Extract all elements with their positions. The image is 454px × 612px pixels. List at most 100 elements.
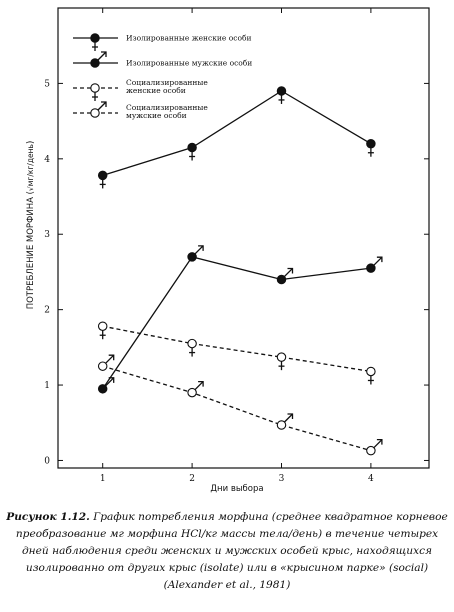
- data-point-series-3: [97, 321, 108, 331]
- male-symbol: [194, 380, 204, 391]
- series-points: [97, 86, 383, 456]
- male-symbol: [373, 439, 383, 449]
- legend-label: женские особи: [126, 86, 186, 95]
- male-symbol-shaft: [105, 354, 115, 364]
- legend-label: Социализированные: [126, 78, 208, 87]
- x-axis-title: Дни выбора: [210, 484, 263, 494]
- male-symbol: [284, 267, 294, 277]
- male-symbol-shaft: [105, 377, 115, 387]
- male-symbol: [373, 256, 383, 266]
- data-point-series-4: [276, 420, 287, 430]
- caption-text: График потребления морфина (среднее квад…: [15, 511, 448, 591]
- y-tick-label: 2: [44, 306, 50, 316]
- legend-marker: [90, 108, 100, 118]
- figure-caption: Рисунок 1.12. График потребления морфина…: [6, 509, 448, 594]
- male-symbol-head: [287, 413, 294, 420]
- male-symbol-shaft: [284, 413, 293, 423]
- data-point-series-3: [366, 366, 376, 377]
- y-axis-title-unit: √мг/кг/день: [26, 144, 35, 191]
- male-symbol-head: [376, 439, 383, 445]
- male-symbol: [284, 413, 294, 423]
- y-axis-title-main: ПОТРЕБЛЕНИЕ МОРФИНА (: [26, 191, 36, 309]
- legend-label: Социализированные: [126, 103, 208, 112]
- female-symbol: [278, 361, 285, 371]
- legend-marker: [90, 33, 100, 43]
- male-symbol-head: [101, 51, 107, 57]
- male-symbol-head: [376, 256, 383, 263]
- legend-label: Изолированные женские особи: [126, 34, 252, 43]
- male-symbol: [194, 245, 204, 255]
- female-symbol: [92, 92, 98, 101]
- female-symbol: [92, 42, 98, 51]
- male-symbol: [97, 101, 107, 111]
- male-symbol-head: [101, 101, 107, 107]
- data-point-series-2: [187, 252, 197, 262]
- data-point-series-4: [187, 387, 197, 398]
- y-tick-label: 3: [44, 230, 50, 240]
- data-point-series-2: [276, 274, 287, 285]
- series-line-2: [102, 256, 371, 390]
- male-symbol: [97, 51, 107, 61]
- series-lines: [102, 90, 372, 452]
- female-symbol: [189, 151, 196, 161]
- y-tick-label: 1: [44, 381, 50, 391]
- y-tick-label: 0: [44, 456, 50, 466]
- y-axis: 0 1 2 3 4 5: [44, 79, 429, 466]
- male-symbol-shaft: [194, 245, 204, 255]
- data-point-series-4: [366, 445, 376, 456]
- legend-marker: [90, 58, 100, 68]
- male-symbol-shaft: [373, 256, 383, 266]
- female-symbol: [278, 94, 285, 104]
- female-symbol: [99, 179, 106, 189]
- male-symbol-head: [108, 377, 115, 383]
- female-symbol: [367, 375, 374, 385]
- male-symbol: [105, 354, 115, 364]
- x-tick-label: 3: [279, 474, 285, 484]
- male-symbol-shaft: [194, 381, 204, 391]
- female-symbol: [189, 347, 196, 357]
- female-symbol: [367, 147, 374, 157]
- male-symbol-shaft: [97, 51, 107, 61]
- y-axis-title: ПОТРЕБЛЕНИЕ МОРФИНА (√мг/кг/день): [26, 141, 36, 310]
- data-point-series-1: [366, 138, 376, 149]
- data-point-series-2: [97, 384, 108, 394]
- male-symbol-head: [198, 245, 204, 251]
- male-symbol: [105, 377, 115, 387]
- male-symbol-shaft: [97, 101, 107, 111]
- x-tick-label: 4: [368, 474, 374, 484]
- y-tick-label: 5: [44, 79, 50, 89]
- x-tick-label: 1: [100, 474, 106, 484]
- legend-item-2: Изолированные мужские особи: [73, 51, 252, 68]
- legend-marker: [90, 83, 100, 93]
- data-point-series-2: [366, 263, 376, 273]
- data-point-series-1: [276, 86, 287, 96]
- series-line-4: [102, 365, 372, 452]
- caption-label: Рисунок 1.12.: [6, 511, 90, 523]
- female-symbol: [99, 330, 106, 340]
- x-axis: 1 2 3 4: [100, 8, 374, 484]
- data-point-series-1: [187, 142, 197, 153]
- male-symbol-head: [108, 354, 115, 361]
- male-symbol-head: [287, 267, 294, 274]
- legend-item-1: Изолированные женские особи: [73, 33, 252, 51]
- y-axis-title-close: ): [26, 141, 36, 144]
- data-point-series-1: [97, 170, 108, 181]
- legend-label: Изолированные мужские особи: [126, 59, 252, 68]
- data-point-series-3: [276, 352, 287, 362]
- series-line-3: [102, 325, 371, 373]
- male-symbol-shaft: [373, 439, 383, 449]
- y-tick-label: 4: [44, 155, 50, 165]
- data-point-series-4: [97, 361, 108, 371]
- male-symbol-shaft: [284, 268, 293, 277]
- series-line-1: [102, 90, 372, 177]
- plot-frame: [57, 7, 430, 469]
- legend-label: мужские особи: [126, 111, 187, 120]
- male-symbol-head: [198, 380, 204, 387]
- y-axis-title-group: ПОТРЕБЛЕНИЕ МОРФИНА (√мг/кг/день): [26, 141, 36, 310]
- data-point-series-3: [187, 338, 197, 349]
- legend: Изолированные женские особи Изолированные…: [73, 33, 252, 120]
- x-tick-label: 2: [189, 474, 195, 484]
